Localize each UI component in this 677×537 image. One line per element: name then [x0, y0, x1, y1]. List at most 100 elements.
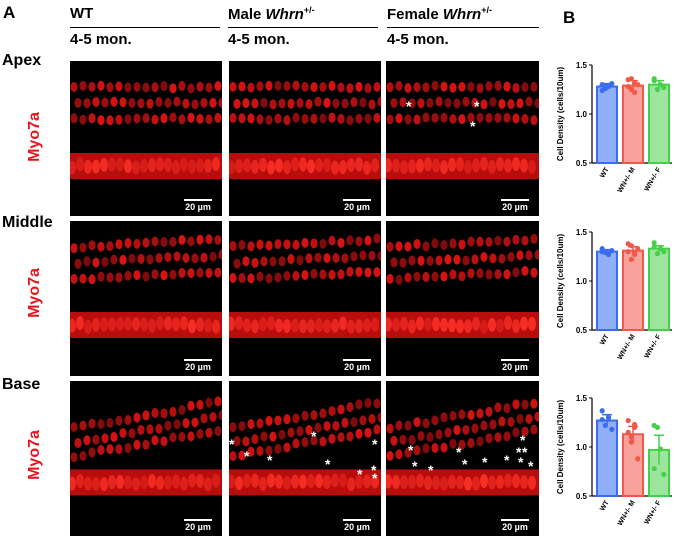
column-header-male: Male Whrn+/- — [228, 5, 315, 23]
missing-cell-asterisk: * — [372, 470, 378, 486]
missing-cell-asterisk: * — [371, 462, 377, 478]
bar — [622, 84, 644, 164]
scale-bar: 20 µm — [178, 199, 218, 212]
scale-bar: 20 µm — [495, 199, 535, 212]
marker-label: Myo7a — [26, 112, 43, 162]
data-point — [628, 439, 634, 445]
data-point — [628, 76, 634, 82]
missing-cell-asterisk: * — [372, 436, 378, 452]
missing-cell-asterisk: * — [456, 444, 462, 460]
data-point — [602, 82, 608, 89]
panel-letter-a: A — [3, 3, 16, 22]
x-tick-label: WT — [599, 499, 611, 513]
missing-cell-asterisk: * — [406, 98, 412, 114]
bar — [648, 247, 670, 331]
row-label-middle: Middle — [2, 214, 53, 231]
data-point — [599, 87, 605, 94]
column-subheader-female: 4-5 mon. — [387, 31, 449, 48]
data-point — [661, 249, 667, 255]
scale-bar: 20 µm — [337, 199, 377, 212]
scale-bar-label: 20 µm — [185, 202, 211, 212]
bar — [622, 249, 644, 331]
data-point — [632, 249, 638, 256]
micrograph-image: 20 µm — [70, 221, 222, 376]
data-point — [599, 416, 605, 423]
bar — [596, 85, 618, 165]
data-point — [632, 81, 638, 87]
data-point — [625, 249, 631, 255]
data-point — [625, 429, 631, 435]
data-point — [654, 424, 660, 430]
scale-bar-label: 20 µm — [344, 202, 370, 212]
data-point — [654, 250, 660, 257]
x-tick-label: WT — [599, 333, 611, 347]
scale-bar: 20 µm — [495, 359, 535, 372]
column-header-wt: WT — [70, 5, 94, 22]
scale-bar: 20 µm — [495, 519, 535, 532]
missing-cell-asterisk: * — [311, 428, 317, 444]
missing-cell-asterisk: * — [462, 456, 468, 472]
column-subheader-male: 4-5 mon. — [228, 31, 290, 48]
scale-bar-line — [184, 359, 212, 361]
micrograph-image: 20 µm — [229, 221, 381, 376]
scale-bar: 20 µm — [178, 359, 218, 372]
missing-cell-asterisk: * — [482, 454, 488, 470]
data-point — [609, 248, 615, 254]
data-point — [628, 243, 634, 249]
data-point — [651, 240, 657, 246]
y-tick-label: 1.0 — [576, 110, 588, 119]
scale-bar-line — [501, 359, 529, 361]
header-underline — [387, 27, 539, 28]
bar-chart-apex: Cell Density (cells/10um) 0.5 1.0 1.5 WT WN+/… — [556, 61, 672, 194]
micrograph-image: 20 µm * * * * * * * * * — [229, 381, 381, 536]
scale-bar: 20 µm — [178, 519, 218, 532]
missing-cell-asterisk: * — [520, 432, 526, 448]
missing-cell-asterisk: * — [504, 452, 510, 468]
scale-bar: 20 µm — [337, 519, 377, 532]
data-point — [625, 417, 631, 424]
y-tick-label: 1.5 — [576, 228, 588, 237]
data-point — [628, 434, 634, 440]
scale-bar-label: 20 µm — [185, 362, 211, 372]
x-tick-label: WT — [599, 166, 611, 180]
data-point — [606, 415, 612, 421]
scale-bar-label: 20 µm — [502, 202, 528, 212]
missing-cell-asterisk: * — [229, 436, 235, 452]
data-point — [651, 465, 657, 472]
x-tick-label: WN+/- F — [644, 333, 664, 360]
data-point — [609, 81, 615, 87]
row-label-base: Base — [2, 376, 41, 393]
missing-cell-asterisk: * — [267, 452, 273, 468]
x-tick-label: WN+/- M — [617, 166, 637, 194]
x-tick-label: WN+/- M — [617, 499, 637, 527]
scale-bar-line — [184, 519, 212, 521]
data-point — [599, 249, 605, 255]
header-underline — [70, 27, 220, 28]
missing-cell-asterisk: * — [428, 462, 434, 478]
bar-chart-base: Cell Density (cells/10um) 0.5 1.0 1.5 WT WN+/… — [556, 394, 672, 527]
missing-cell-asterisk: * — [325, 456, 331, 472]
data-point — [632, 421, 638, 428]
scale-bar-label: 20 µm — [502, 522, 528, 532]
bar-chart-middle: Cell Density (cells/10um) 0.5 1.0 1.5 WT WN+/… — [556, 228, 672, 361]
y-tick-label: 1.0 — [576, 277, 588, 286]
missing-cell-asterisk: * — [518, 454, 524, 470]
missing-cell-asterisk: * — [522, 444, 528, 460]
data-point — [651, 244, 657, 250]
data-point — [632, 89, 638, 96]
data-point — [635, 246, 641, 252]
row-label-apex: Apex — [2, 52, 42, 69]
missing-cell-asterisk: * — [470, 118, 476, 134]
micrograph-image: 20 µm — [70, 381, 222, 536]
missing-cell-asterisk: * — [244, 448, 250, 464]
scale-bar-line — [501, 519, 529, 521]
data-point — [661, 471, 667, 478]
y-axis-label: Cell Density (cells/10um) — [556, 67, 565, 162]
scale-bar-label: 20 µm — [502, 362, 528, 372]
micrograph-image: 20 µm — [386, 221, 539, 376]
scale-bar-line — [501, 199, 529, 201]
missing-cell-asterisk: * — [474, 98, 480, 114]
data-point — [602, 422, 608, 429]
x-tick-label: WN+/- M — [617, 333, 637, 361]
data-point — [658, 446, 664, 452]
